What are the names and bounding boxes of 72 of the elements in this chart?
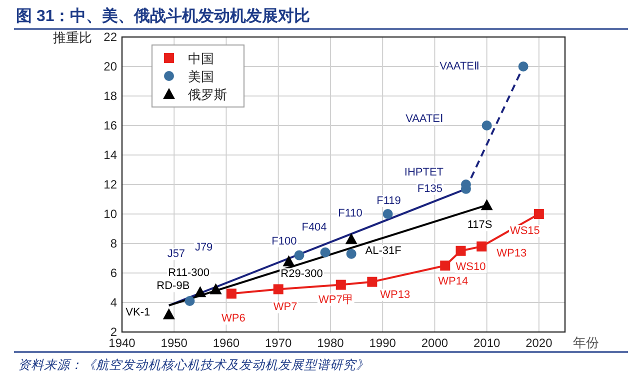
x-tick-label: 2000 — [421, 336, 448, 350]
point — [294, 250, 304, 260]
x-tick-label: 1960 — [212, 336, 240, 350]
annotation: F110 — [338, 208, 362, 220]
x-tick-label: 1970 — [265, 336, 292, 350]
point — [367, 276, 378, 287]
annotation: R29-300 — [280, 268, 323, 280]
y-tick-label: 18 — [104, 89, 118, 103]
point — [282, 255, 295, 266]
point — [345, 233, 358, 244]
annotation: VAATEⅡ — [440, 60, 480, 72]
point — [518, 62, 528, 72]
annotation: F119 — [376, 195, 401, 207]
legend-label: 中国 — [188, 51, 214, 66]
annotation: WS10 — [456, 260, 486, 273]
annotation: VAATEⅠ — [406, 113, 443, 126]
point — [336, 280, 346, 290]
point — [210, 283, 222, 294]
annotation: WS15 — [510, 225, 540, 237]
y-tick-label: 2 — [110, 325, 118, 339]
point — [456, 246, 466, 256]
x-tick-label: 1950 — [160, 336, 188, 350]
annotation: J79 — [194, 241, 213, 254]
y-tick-label: 14 — [104, 148, 118, 162]
point — [482, 120, 492, 130]
annotation: WP7甲 — [318, 294, 354, 306]
point — [194, 286, 206, 298]
y-tick-label: 6 — [110, 266, 118, 280]
chart-title: 图 31：中、美、俄战斗机发动机发展对比 — [16, 6, 310, 25]
x-tick-label: 2010 — [473, 336, 500, 350]
y-tick-label: 20 — [104, 60, 118, 74]
y-tick-label: 4 — [110, 296, 118, 310]
annotation: WP6 — [222, 312, 246, 325]
y-tick-label: 10 — [104, 207, 118, 221]
point — [273, 284, 284, 294]
annotation: WP14 — [438, 276, 468, 288]
y-tick-label: 22 — [104, 30, 118, 44]
annotation: RD-9B — [156, 280, 190, 292]
x-axis-title: 年份 — [573, 335, 599, 350]
y-tick-label: 16 — [104, 118, 118, 132]
x-tick-label: 1990 — [369, 336, 396, 350]
point — [320, 247, 330, 258]
annotation: J57 — [167, 248, 186, 260]
x-tick-label: 1940 — [108, 336, 136, 350]
legend-label: 俄罗斯 — [188, 87, 227, 102]
point — [382, 209, 393, 219]
y-tick-label: 12 — [104, 178, 118, 192]
x-tick-label: 2020 — [526, 336, 553, 350]
annotation: F100 — [272, 235, 297, 248]
point — [440, 260, 450, 271]
y-axis-title: 推重比 — [53, 30, 92, 45]
annotation: R11-300 — [168, 267, 210, 280]
point — [480, 199, 493, 210]
point — [184, 296, 195, 306]
x-tick-label: 1980 — [317, 336, 344, 350]
point — [226, 288, 236, 299]
annotation: WP7 — [273, 301, 298, 314]
point — [346, 248, 356, 259]
legend-label: 美国 — [188, 69, 214, 84]
annotation: F404 — [302, 221, 327, 234]
annotation: AL-31F — [365, 245, 402, 258]
text: 资料来源：《航空发动机核心机技术及发动机发展型谱研究》 — [18, 358, 369, 372]
y-tick-label: 8 — [110, 236, 118, 250]
annotation: VK-1 — [126, 306, 150, 318]
point — [162, 308, 175, 320]
annotation: WP13 — [380, 288, 410, 301]
annotation: 117S — [467, 219, 492, 232]
point — [476, 241, 487, 252]
annotation: WP13 — [496, 247, 527, 260]
annotation: F135 — [417, 182, 443, 195]
point — [534, 209, 544, 219]
annotation: IHPTET — [404, 166, 444, 178]
